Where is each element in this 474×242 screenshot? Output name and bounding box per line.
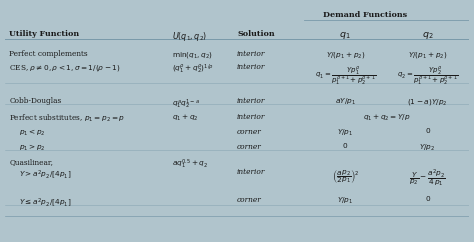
Text: $Y/(p_1 + p_2)$: $Y/(p_1 + p_2)$ — [408, 50, 447, 60]
Text: $q_1 + q_2 = Y/p$: $q_1 + q_2 = Y/p$ — [363, 113, 410, 123]
Text: 0: 0 — [425, 128, 430, 134]
Text: $\left(\dfrac{a}{2}\dfrac{p_2}{p_1}\right)^{\!2}$: $\left(\dfrac{a}{2}\dfrac{p_2}{p_1}\righ… — [332, 168, 359, 185]
Text: Quasilinear,: Quasilinear, — [9, 158, 54, 166]
Text: Utility Function: Utility Function — [9, 30, 80, 38]
Text: interior: interior — [237, 113, 265, 121]
Text: corner: corner — [237, 196, 262, 204]
Text: $p_1 < p_2$: $p_1 < p_2$ — [18, 128, 46, 138]
Text: $q_1$: $q_1$ — [339, 30, 351, 41]
Text: interior: interior — [237, 97, 265, 105]
Text: $(1-a)Y/p_2$: $(1-a)Y/p_2$ — [407, 97, 447, 107]
Text: $\dfrac{Y}{p_2} - \dfrac{a^2 p_2}{4\, p_1}$: $\dfrac{Y}{p_2} - \dfrac{a^2 p_2}{4\, p_… — [409, 168, 446, 189]
Text: $Y/p_1$: $Y/p_1$ — [337, 128, 354, 138]
Text: 0: 0 — [425, 196, 430, 202]
Text: interior: interior — [237, 50, 265, 58]
Text: $\min(q_1, q_2)$: $\min(q_1, q_2)$ — [172, 50, 213, 60]
Text: corner: corner — [237, 128, 262, 136]
Text: $aY/p_1$: $aY/p_1$ — [335, 97, 356, 107]
Text: Cobb-Douglas: Cobb-Douglas — [9, 97, 62, 105]
Text: $q_1 = \dfrac{Yp_1^\rho}{p_1^{\rho+1} + p_2^{\rho+1}}$: $q_1 = \dfrac{Yp_1^\rho}{p_1^{\rho+1} + … — [315, 65, 376, 88]
Text: $Y/(p_1 + p_2)$: $Y/(p_1 + p_2)$ — [326, 50, 365, 60]
Text: $Y > a^2 p_2/[4p_1]$: $Y > a^2 p_2/[4p_1]$ — [18, 168, 71, 181]
Text: $Y/p_1$: $Y/p_1$ — [337, 196, 354, 206]
Text: $q_1^a q_2^{1-a}$: $q_1^a q_2^{1-a}$ — [172, 97, 200, 111]
Text: 0: 0 — [343, 143, 347, 149]
Text: corner: corner — [237, 143, 262, 151]
Text: $(q_1^\rho + q_2^\rho)^{1/\rho}$: $(q_1^\rho + q_2^\rho)^{1/\rho}$ — [172, 63, 214, 76]
Text: $q_2$: $q_2$ — [422, 30, 433, 41]
Text: $p_1 > p_2$: $p_1 > p_2$ — [18, 143, 46, 153]
Text: $q_2 = \dfrac{Yp_2^\rho}{p_1^{\rho+1} + p_2^{\rho+1}}$: $q_2 = \dfrac{Yp_2^\rho}{p_1^{\rho+1} + … — [397, 65, 458, 88]
Text: $U(q_1, q_2)$: $U(q_1, q_2)$ — [172, 30, 207, 43]
Text: $q_1 + q_2$: $q_1 + q_2$ — [172, 113, 199, 123]
Text: Solution: Solution — [237, 30, 274, 38]
Text: Perfect complements: Perfect complements — [9, 50, 88, 58]
Text: CES, $\rho \neq 0, \rho < 1, \sigma = 1/(\rho - 1)$: CES, $\rho \neq 0, \rho < 1, \sigma = 1/… — [9, 63, 121, 73]
Text: $Y/p_2$: $Y/p_2$ — [419, 143, 436, 153]
Text: $aq_1^{0.5} + q_2$: $aq_1^{0.5} + q_2$ — [172, 158, 209, 171]
Text: $Y \leq a^2 p_2/[4p_1]$: $Y \leq a^2 p_2/[4p_1]$ — [18, 196, 71, 209]
Text: Perfect substitutes, $p_1 = p_2 = p$: Perfect substitutes, $p_1 = p_2 = p$ — [9, 113, 126, 124]
Text: Demand Functions: Demand Functions — [323, 11, 407, 19]
Text: interior: interior — [237, 63, 265, 71]
Text: interior: interior — [237, 168, 265, 176]
